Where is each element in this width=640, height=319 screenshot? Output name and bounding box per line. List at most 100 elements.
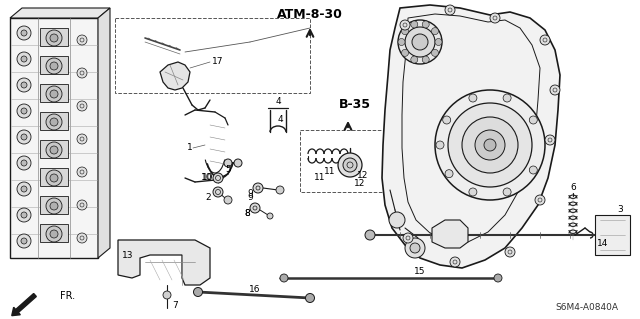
Circle shape [338,153,362,177]
Circle shape [280,274,288,282]
Circle shape [50,230,58,238]
Circle shape [77,134,87,144]
Text: 4: 4 [277,115,283,124]
Circle shape [77,200,87,210]
Text: 8: 8 [244,209,250,218]
Circle shape [21,56,27,62]
Bar [40,112,68,130]
Circle shape [77,233,87,243]
Circle shape [46,142,62,158]
Circle shape [505,247,515,257]
Polygon shape [10,18,98,258]
Bar [115,18,310,93]
Circle shape [540,35,550,45]
Circle shape [213,187,223,197]
Polygon shape [595,215,630,255]
Circle shape [253,183,263,193]
Bar [40,140,68,158]
Circle shape [389,212,405,228]
Circle shape [21,238,27,244]
Circle shape [21,212,27,218]
Circle shape [529,166,538,174]
Circle shape [445,170,453,178]
Circle shape [213,173,223,183]
Circle shape [17,208,31,222]
Bar [40,168,68,186]
Circle shape [46,114,62,130]
Circle shape [469,188,477,196]
Circle shape [450,257,460,267]
Circle shape [50,90,58,98]
Text: 17: 17 [212,57,224,66]
Circle shape [17,78,31,92]
Circle shape [494,274,502,282]
Circle shape [462,117,518,173]
Bar [300,130,395,192]
Circle shape [405,27,435,57]
Text: 7: 7 [172,300,178,309]
Polygon shape [10,8,110,18]
Text: S6M4-A0840A: S6M4-A0840A [555,303,618,313]
Circle shape [431,49,438,56]
Circle shape [50,34,58,42]
Circle shape [475,130,505,160]
Circle shape [445,5,455,15]
Circle shape [443,116,451,124]
Text: FR.: FR. [60,291,75,301]
Text: 12: 12 [355,179,365,188]
Text: ATM-8-30: ATM-8-30 [277,8,343,20]
Circle shape [365,230,375,240]
Circle shape [17,156,31,170]
Circle shape [469,94,477,102]
Circle shape [21,134,27,140]
Circle shape [50,118,58,126]
Circle shape [250,203,260,213]
Circle shape [21,82,27,88]
Circle shape [46,170,62,186]
Text: 8: 8 [244,209,250,218]
Text: 12: 12 [357,170,369,180]
Circle shape [535,195,545,205]
Bar [40,84,68,102]
Circle shape [401,49,408,56]
Text: 11: 11 [314,174,326,182]
Polygon shape [382,5,560,268]
Text: 6: 6 [570,183,576,192]
Circle shape [17,52,31,66]
Circle shape [17,182,31,196]
Circle shape [234,159,242,167]
Polygon shape [118,240,210,285]
Polygon shape [160,62,190,90]
Circle shape [77,68,87,78]
Circle shape [422,21,429,28]
Circle shape [163,291,171,299]
Polygon shape [432,220,468,248]
Text: 3: 3 [617,205,623,214]
Text: 16: 16 [249,286,260,294]
Circle shape [401,28,408,35]
Text: 9: 9 [247,189,253,197]
Text: B-35: B-35 [339,99,371,112]
Circle shape [77,167,87,177]
Text: 15: 15 [414,268,426,277]
Circle shape [17,104,31,118]
Circle shape [411,56,418,63]
Circle shape [410,243,420,253]
Text: 2: 2 [205,194,211,203]
Circle shape [224,159,232,167]
Bar [40,28,68,46]
Circle shape [343,158,357,172]
Circle shape [545,135,555,145]
Text: 10: 10 [201,173,212,182]
Circle shape [224,196,232,204]
Circle shape [21,160,27,166]
Circle shape [503,188,511,196]
Circle shape [21,108,27,114]
Circle shape [398,39,405,46]
Circle shape [435,39,442,46]
Circle shape [484,139,496,151]
Circle shape [46,86,62,102]
Text: 10: 10 [202,174,214,182]
Circle shape [17,26,31,40]
Text: 13: 13 [122,250,134,259]
